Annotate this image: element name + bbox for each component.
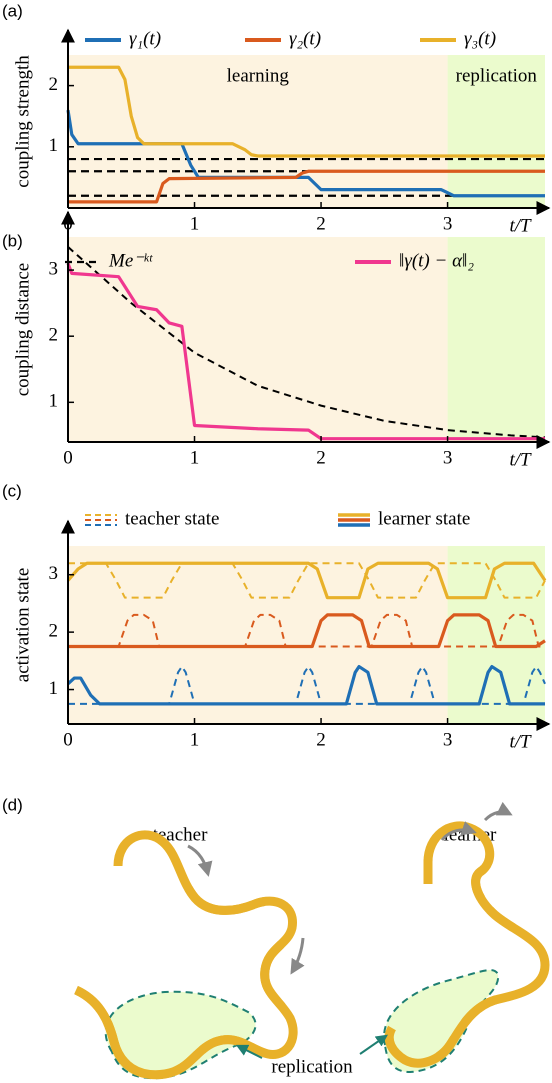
panel-label: (a) bbox=[2, 1, 23, 20]
phase-region bbox=[448, 546, 545, 724]
x-tick-label: 3 bbox=[443, 447, 453, 468]
x-tick-label: 3 bbox=[443, 729, 453, 750]
legend-label: Me⁻ᵏᵗ bbox=[108, 250, 154, 271]
x-axis-title: t/T bbox=[509, 449, 532, 470]
motion-arrow bbox=[292, 938, 303, 972]
y-tick-label: 1 bbox=[49, 135, 59, 156]
x-tick-label: 2 bbox=[316, 447, 326, 468]
legend-label: γ₃(t) bbox=[464, 28, 496, 49]
legend-label: ‖γ(t) − α‖₂ bbox=[399, 250, 474, 271]
x-tick-label: 1 bbox=[190, 447, 200, 468]
charts: learning replication 0 1 2 3 1 2 t/T coupling str… bbox=[2, 1, 549, 752]
legend-label: learner state bbox=[378, 508, 470, 529]
legend-label: teacher state bbox=[125, 508, 219, 529]
phase-region bbox=[68, 546, 448, 724]
diagram: (d) teacher learner replication bbox=[2, 795, 545, 1078]
x-tick-label: 2 bbox=[316, 729, 326, 750]
x-tick-label: 0 bbox=[63, 729, 73, 750]
phase-label: learning bbox=[227, 65, 290, 86]
panel-label: (d) bbox=[2, 795, 23, 814]
y-tick-label: 3 bbox=[49, 563, 59, 584]
y-tick-label: 1 bbox=[49, 391, 59, 412]
y-tick-label: 2 bbox=[49, 325, 59, 346]
replication-label: replication bbox=[271, 1056, 353, 1077]
motion-arrow bbox=[485, 812, 510, 820]
y-tick-label: 2 bbox=[49, 74, 59, 95]
y-tick-label: 3 bbox=[49, 258, 59, 279]
legend-label: γ₁(t) bbox=[129, 28, 161, 49]
panel-label: (b) bbox=[2, 231, 23, 250]
x-tick-label: 3 bbox=[443, 213, 453, 234]
phase-label: replication bbox=[456, 65, 538, 86]
y-axis-title: coupling strength bbox=[12, 55, 33, 188]
x-tick-label: 0 bbox=[63, 447, 73, 468]
y-tick-label: 2 bbox=[49, 620, 59, 641]
motion-arrow bbox=[188, 846, 208, 874]
pointer-arrow bbox=[360, 1036, 386, 1054]
y-tick-label: 1 bbox=[49, 678, 59, 699]
x-tick-label: 1 bbox=[190, 213, 200, 234]
figure: learning replication 0 1 2 3 1 2 t/T coupling str… bbox=[0, 0, 552, 1083]
panel-label: (c) bbox=[2, 481, 22, 500]
x-axis-title: t/T bbox=[509, 215, 532, 236]
x-axis-title: t/T bbox=[509, 731, 532, 752]
x-tick-label: 1 bbox=[190, 729, 200, 750]
y-axis-title: activation state bbox=[12, 568, 33, 682]
legend-label: γ₂(t) bbox=[289, 28, 321, 49]
x-tick-label: 2 bbox=[316, 213, 326, 234]
y-axis-title: coupling distance bbox=[12, 263, 33, 397]
